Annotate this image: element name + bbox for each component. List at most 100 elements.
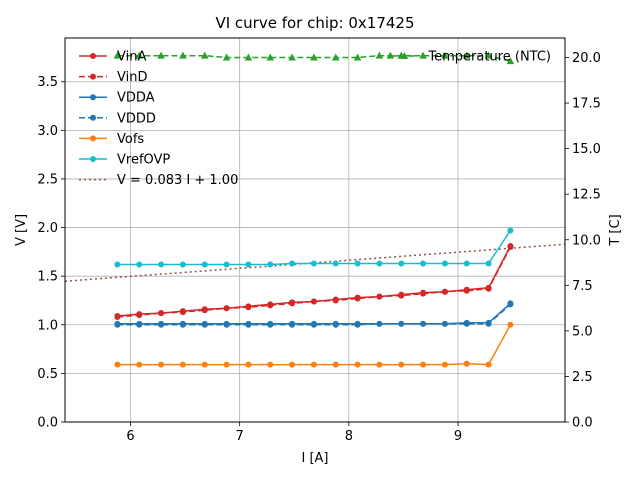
- point-vind: [463, 287, 470, 294]
- temperature-point: [200, 51, 209, 59]
- point-vind: [136, 312, 143, 319]
- point-vddd: [289, 321, 296, 328]
- point-vind: [289, 300, 296, 307]
- point-vind: [441, 288, 448, 295]
- y2-tick-label: 2.5: [572, 370, 593, 385]
- point-vddd: [354, 321, 361, 328]
- y-tick-label: 3.0: [37, 124, 58, 139]
- point-vind: [398, 292, 405, 299]
- temperature-point: [222, 53, 231, 61]
- point-vind: [201, 307, 208, 314]
- temperature-line: [117, 54, 511, 62]
- plot-frame: [64, 37, 566, 423]
- y2-tick-label: 5.0: [572, 324, 593, 339]
- y-tick-label: 2.0: [37, 221, 58, 236]
- point-vddd: [441, 320, 448, 327]
- series-line-vina: [117, 245, 512, 317]
- point-vrefovp: [332, 260, 339, 267]
- legend-label-vdda: VDDA: [117, 91, 155, 106]
- temperature-point: [506, 57, 515, 65]
- point-vddd: [376, 320, 383, 327]
- point-vrefovp: [245, 261, 252, 268]
- point-vrefovp: [179, 261, 186, 268]
- y-tick-label: 0.0: [37, 416, 58, 431]
- point-vrefovp: [158, 261, 165, 268]
- y-tick-label: 1.5: [37, 270, 58, 285]
- temperature-point: [386, 51, 395, 59]
- legend-label-v-0-083-i-1-00: V = 0.083 I + 1.00: [117, 173, 238, 188]
- series-line-vdda: [117, 302, 511, 325]
- point-vrefovp: [507, 227, 514, 234]
- point-vofs: [201, 361, 208, 368]
- point-vddd: [507, 301, 514, 308]
- point-vddd: [332, 321, 339, 328]
- point-vofs: [136, 361, 143, 368]
- point-vofs: [398, 361, 405, 368]
- point-vrefovp: [136, 261, 143, 268]
- y-axis-left: 0.0 0.5 1.0 1.5 2.0 2.5 3.0 3.5: [37, 75, 65, 431]
- y2-tick-label: 15.0: [572, 142, 601, 157]
- point-vofs: [223, 361, 230, 368]
- point-vofs: [420, 361, 427, 368]
- point-vind: [245, 304, 252, 311]
- temperature-point: [375, 51, 384, 59]
- legend-marker-temperature: [400, 52, 409, 59]
- point-vind: [507, 244, 514, 251]
- point-vind: [332, 297, 339, 304]
- series-vind: [114, 244, 514, 321]
- point-vddd: [485, 320, 492, 327]
- series-vina: [114, 243, 514, 320]
- temperature-point: [441, 51, 449, 59]
- point-vofs: [289, 361, 296, 368]
- y2-tick-label: 12.5: [572, 188, 601, 203]
- point-vofs: [245, 361, 252, 368]
- point-vddd: [245, 321, 252, 328]
- temperature-point: [288, 53, 296, 61]
- y-tick-label: 3.5: [37, 75, 58, 90]
- legend: VinA VinD VDDA VDDD Vofs VrefOVP V = 0.083 I +…: [79, 50, 238, 188]
- point-vofs: [332, 361, 339, 368]
- point-vrefovp: [201, 261, 208, 268]
- temperature-point: [484, 51, 493, 59]
- temperature-point: [135, 51, 144, 59]
- series-line-vind: [117, 246, 512, 318]
- temperature-point: [266, 53, 275, 61]
- point-vofs: [114, 361, 121, 368]
- legend-temperature: Temperature (NTC): [390, 50, 551, 65]
- temperature-point: [113, 51, 122, 59]
- point-vofs: [441, 361, 448, 368]
- legend-label-vddd: VDDD: [117, 111, 156, 126]
- point-vind: [223, 305, 230, 312]
- point-vrefovp: [310, 260, 317, 267]
- temperature-point: [310, 53, 318, 61]
- point-vrefovp: [114, 261, 121, 268]
- temperature-point: [244, 53, 253, 61]
- point-vddd: [310, 321, 317, 328]
- y2-tick-label: 17.5: [572, 97, 601, 112]
- series-line-vrefovp: [117, 230, 512, 266]
- x-tick-label: 6: [126, 429, 134, 444]
- chart-title: VI curve for chip: 0x17425: [215, 14, 414, 32]
- legend-label-vrefovp: VrefOVP: [117, 153, 170, 168]
- point-vddd: [223, 321, 230, 328]
- legend-label-vina: VinA: [117, 50, 146, 65]
- series-vofs: [114, 321, 514, 368]
- point-vddd: [463, 320, 470, 327]
- series-vrefovp: [114, 227, 514, 268]
- point-vrefovp: [398, 260, 405, 267]
- point-vrefovp: [463, 260, 470, 267]
- y-tick-label: 2.5: [37, 172, 58, 187]
- legend-label-temperature: Temperature (NTC): [427, 50, 551, 65]
- temperature-point: [157, 51, 165, 59]
- series-vddd: [114, 301, 514, 328]
- legend-marker-vddd: [90, 114, 96, 121]
- legend-marker-vofs: [90, 135, 96, 142]
- y2-tick-label: 7.5: [572, 279, 593, 294]
- point-vofs: [310, 361, 317, 368]
- point-vddd: [398, 320, 405, 327]
- point-vind: [158, 310, 165, 317]
- point-vddd: [158, 321, 165, 328]
- y-tick-label: 1.0: [37, 318, 58, 333]
